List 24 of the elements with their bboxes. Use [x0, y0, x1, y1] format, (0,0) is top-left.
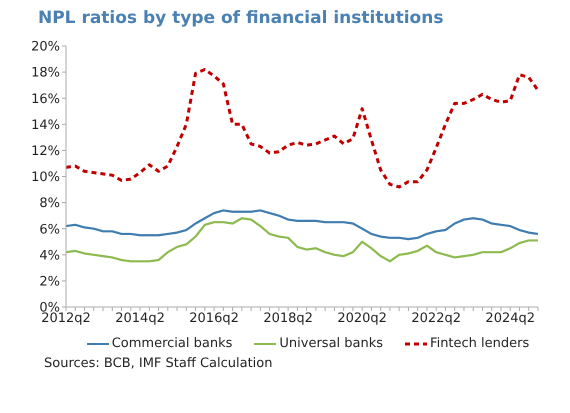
legend-label: Fintech lenders — [429, 336, 530, 351]
x-tick-label: 2014q2 — [115, 311, 165, 326]
chart-title: NPL ratios by type of financial institutions — [38, 8, 444, 30]
legend-label: Commercial banks — [110, 336, 232, 351]
y-tick-label: 6% — [39, 222, 60, 238]
y-tick-label: 2% — [39, 274, 60, 290]
x-tick-label: 2022q2 — [411, 311, 461, 326]
legend-label: Universal banks — [278, 336, 384, 351]
x-tick-label: 2018q2 — [263, 311, 313, 326]
y-tick-label: 16% — [31, 92, 60, 107]
y-tick-label: 14% — [31, 118, 60, 133]
x-tick-label: 2024q2 — [485, 311, 536, 326]
y-tick-label: 12% — [31, 144, 60, 160]
line-series — [64, 217, 540, 262]
y-tick-label: 18% — [31, 66, 60, 81]
y-tick-label: 8% — [39, 196, 60, 212]
y-tick-label: 10% — [31, 170, 60, 186]
y-tick-label: 4% — [39, 248, 60, 264]
x-tick-label: 2020q2 — [337, 311, 387, 326]
x-tick-label: 2016q2 — [189, 311, 239, 326]
line-series — [64, 68, 540, 188]
source-note: Sources: BCB, IMF Staff Calculation — [44, 356, 274, 371]
y-tick-label: 20% — [31, 40, 60, 55]
line-series — [64, 209, 540, 240]
